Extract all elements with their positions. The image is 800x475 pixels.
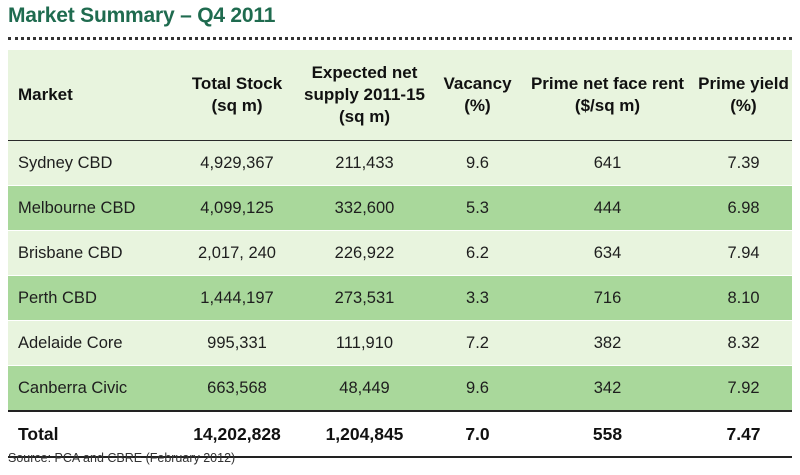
header-expected-supply-line-1: Expected net — [311, 63, 418, 82]
cell-prime-rent: 342 — [520, 365, 695, 412]
total-stock: 14,202,828 — [180, 410, 294, 458]
header-prime-rent: Prime net face rent ($/sq m) — [520, 50, 695, 141]
cell-expected-supply: 211,433 — [294, 141, 435, 186]
source-note: Source: PCA and CBRE (February 2012) — [8, 451, 236, 465]
total-expected-supply: 1,204,845 — [294, 410, 435, 458]
table-row: Brisbane CBD 2,017, 240 226,922 6.2 634 … — [8, 230, 792, 276]
cell-prime-yield: 7.94 — [695, 230, 792, 276]
cell-prime-yield: 7.39 — [695, 141, 792, 186]
header-prime-yield-line-2: (%) — [730, 96, 757, 115]
header-prime-rent-line-1: Prime net face rent — [530, 74, 685, 93]
cell-expected-supply: 226,922 — [294, 230, 435, 276]
total-market: Total — [8, 410, 180, 458]
cell-vacancy: 3.3 — [435, 275, 520, 321]
cell-prime-rent: 444 — [520, 185, 695, 231]
header-total-stock-line-1: Total Stock — [191, 74, 283, 93]
cell-prime-yield: 8.10 — [695, 275, 792, 321]
header-separator-line — [8, 140, 792, 141]
total-vacancy: 7.0 — [435, 410, 520, 458]
header-total-stock-line-2: (sq m) — [211, 96, 263, 115]
cell-prime-yield: 6.98 — [695, 185, 792, 231]
cell-expected-supply: 273,531 — [294, 275, 435, 321]
table-total-row: Total 14,202,828 1,204,845 7.0 558 7.47 — [8, 410, 792, 458]
header-vacancy: Vacancy (%) — [435, 50, 520, 141]
table-row: Adelaide Core 995,331 111,910 7.2 382 8.… — [8, 320, 792, 366]
total-prime-rent: 558 — [520, 410, 695, 458]
cell-vacancy: 6.2 — [435, 230, 520, 276]
cell-total-stock: 2,017, 240 — [180, 230, 294, 276]
cell-prime-rent: 641 — [520, 141, 695, 186]
header-prime-yield-line-1: Prime yield — [698, 74, 789, 93]
cell-market: Sydney CBD — [8, 141, 180, 186]
cell-expected-supply: 111,910 — [294, 320, 435, 366]
cell-vacancy: 5.3 — [435, 185, 520, 231]
cell-vacancy: 9.6 — [435, 141, 520, 186]
header-total-stock: Total Stock (sq m) — [180, 50, 294, 141]
header-market: Market — [8, 50, 180, 141]
cell-prime-yield: 8.32 — [695, 320, 792, 366]
cell-market: Perth CBD — [8, 275, 180, 321]
cell-market: Brisbane CBD — [8, 230, 180, 276]
market-summary-table: Market Total Stock (sq m) Expected net s… — [8, 50, 792, 458]
table-row: Perth CBD 1,444,197 273,531 3.3 716 8.10 — [8, 275, 792, 321]
cell-total-stock: 663,568 — [180, 365, 294, 412]
header-vacancy-line-2: (%) — [464, 96, 491, 115]
cell-prime-rent: 382 — [520, 320, 695, 366]
cell-expected-supply: 332,600 — [294, 185, 435, 231]
table-row: Melbourne CBD 4,099,125 332,600 5.3 444 … — [8, 185, 792, 231]
title-divider — [8, 37, 792, 40]
header-expected-supply: Expected net supply 2011-15 (sq m) — [294, 50, 435, 141]
table-row: Sydney CBD 4,929,367 211,433 9.6 641 7.3… — [8, 141, 792, 186]
cell-prime-rent: 716 — [520, 275, 695, 321]
cell-expected-supply: 48,449 — [294, 365, 435, 412]
cell-market: Melbourne CBD — [8, 185, 180, 231]
header-expected-supply-line-3: (sq m) — [339, 107, 390, 126]
cell-prime-yield: 7.92 — [695, 365, 792, 412]
cell-market: Adelaide Core — [8, 320, 180, 366]
cell-total-stock: 4,929,367 — [180, 141, 294, 186]
header-prime-rent-line-2: ($/sq m) — [574, 96, 641, 115]
header-expected-supply-line-2: supply 2011-15 — [304, 85, 425, 104]
total-prime-yield: 7.47 — [695, 410, 792, 458]
header-vacancy-line-1: Vacancy — [443, 74, 512, 93]
cell-total-stock: 995,331 — [180, 320, 294, 366]
cell-vacancy: 9.6 — [435, 365, 520, 412]
table-row: Canberra Civic 663,568 48,449 9.6 342 7.… — [8, 365, 792, 412]
market-summary-table-frame: Market Total Stock (sq m) Expected net s… — [8, 50, 792, 458]
cell-prime-rent: 634 — [520, 230, 695, 276]
cell-total-stock: 1,444,197 — [180, 275, 294, 321]
header-prime-yield: Prime yield (%) — [695, 50, 792, 141]
header-separator — [8, 140, 792, 141]
cell-vacancy: 7.2 — [435, 320, 520, 366]
cell-market: Canberra Civic — [8, 365, 180, 412]
cell-total-stock: 4,099,125 — [180, 185, 294, 231]
table-header-row: Market Total Stock (sq m) Expected net s… — [8, 50, 792, 141]
header-market-label: Market — [18, 85, 73, 104]
page-title: Market Summary – Q4 2011 — [8, 4, 276, 27]
